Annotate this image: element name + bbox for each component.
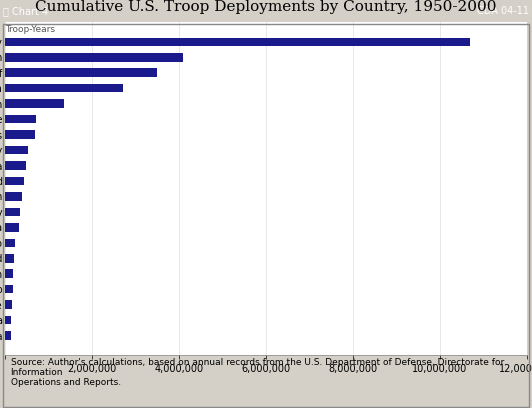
Bar (5, 285, 13, 293)
Bar (5, 69, 157, 77)
Text: ⎙ Chart 4: ⎙ Chart 4 (3, 6, 48, 16)
Text: CDA 04-11: CDA 04-11 (477, 6, 529, 16)
Bar (5, 254, 14, 262)
Bar (5, 331, 11, 340)
Bar (5, 146, 28, 154)
Bar (5, 38, 470, 46)
Bar (5, 115, 36, 123)
Bar (5, 208, 20, 216)
Bar (5, 300, 12, 309)
Bar (5, 100, 64, 108)
Bar (5, 161, 26, 170)
Bar (5, 53, 184, 62)
Title: Cumulative U.S. Troop Deployments by Country, 1950-2000: Cumulative U.S. Troop Deployments by Cou… (35, 0, 497, 14)
Bar (5, 270, 13, 278)
Text: Troop-Years: Troop-Years (5, 25, 55, 34)
Bar (5, 130, 35, 139)
Bar (5, 192, 22, 201)
Bar (5, 223, 19, 232)
Bar (5, 177, 24, 185)
Bar (5, 316, 11, 324)
Bar (5, 84, 122, 93)
Text: Source: Author's calculations, based on annual records from the U.S. Department : Source: Author's calculations, based on … (11, 357, 504, 388)
Bar (5, 239, 15, 247)
